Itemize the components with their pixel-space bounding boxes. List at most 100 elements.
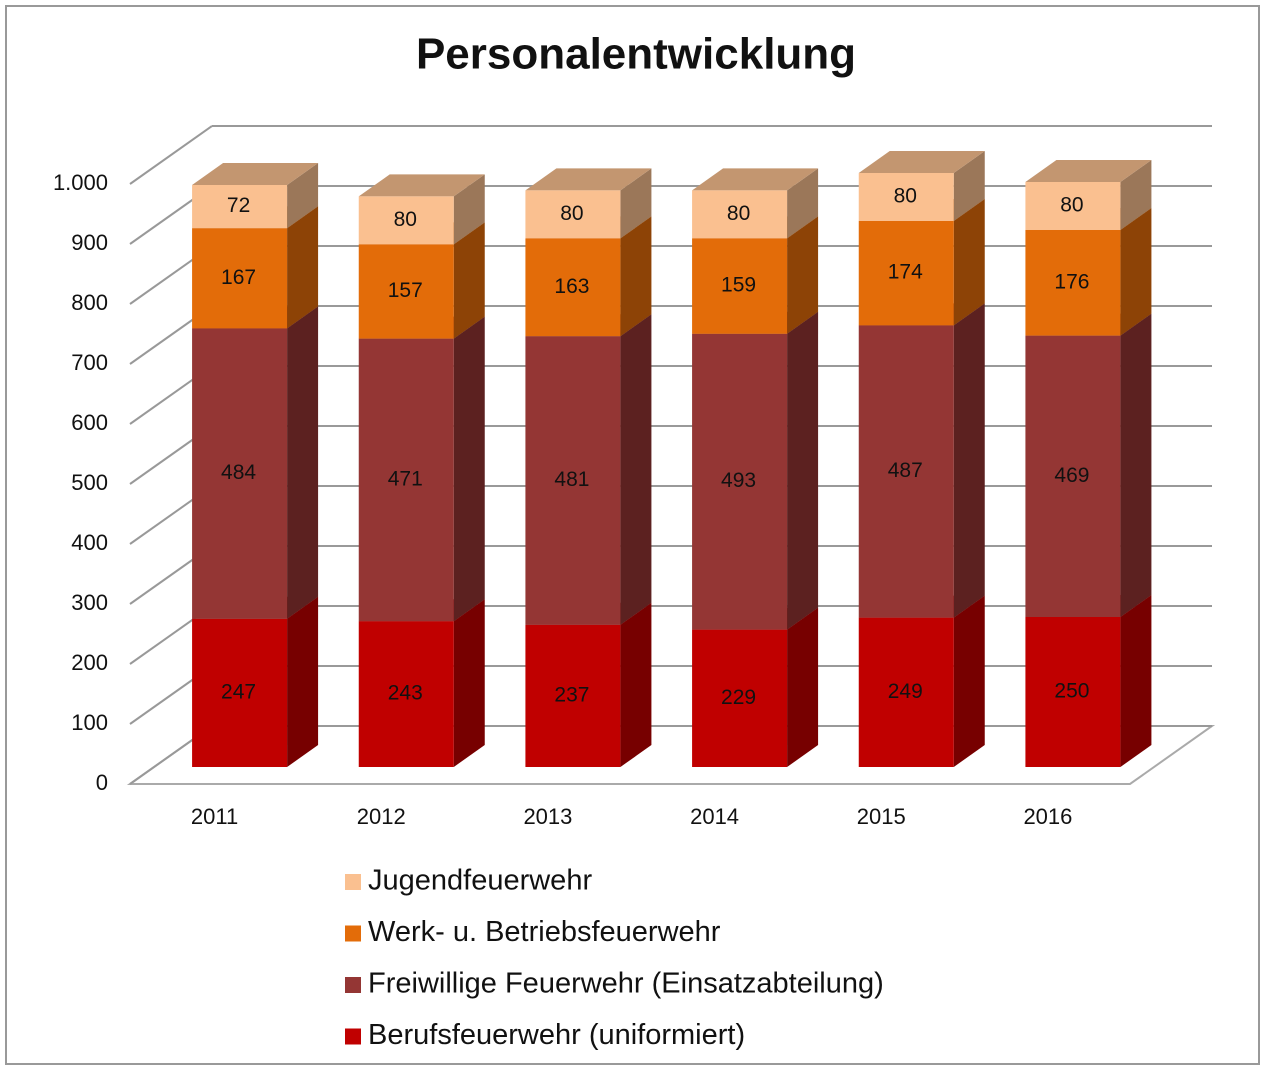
data-label: 243: [388, 682, 423, 705]
bar: [525, 336, 621, 625]
bar-side: [453, 316, 485, 622]
bar: [525, 238, 621, 337]
bar-side: [453, 599, 485, 767]
y-tick-label: 1.000: [53, 170, 108, 195]
bar-side: [453, 174, 485, 245]
y-tick-label: 700: [71, 350, 108, 375]
bar: [1025, 335, 1121, 617]
data-label: 80: [560, 202, 583, 225]
bar-side: [1120, 595, 1152, 767]
bar-side: [787, 168, 819, 239]
data-label: 80: [394, 208, 417, 231]
bar: [1025, 182, 1121, 230]
bar: [192, 228, 288, 329]
bar-side: [1120, 313, 1152, 617]
data-label: 159: [721, 274, 756, 297]
bar: [192, 618, 288, 767]
bar-side: [287, 206, 319, 329]
x-tick-label: 2015: [857, 804, 906, 829]
legend-label: Werk- u. Betriebsfeuerwehr: [368, 916, 721, 948]
data-label: 163: [554, 275, 589, 298]
bar-top: [358, 174, 485, 197]
legend-swatch: [345, 925, 361, 942]
legend-label: Berufsfeuerwehr (uniformiert): [368, 1019, 745, 1051]
y-tick-label: 0: [96, 770, 108, 795]
y-tick-label: 200: [71, 650, 108, 675]
bar-side: [787, 216, 819, 334]
bar-side: [620, 602, 652, 767]
data-label: 176: [1054, 270, 1089, 293]
bar-side: [1120, 160, 1152, 230]
data-label: 80: [1060, 194, 1083, 217]
bar: [1025, 230, 1121, 336]
y-tick-label: 600: [71, 410, 108, 435]
data-label: 481: [554, 468, 589, 491]
bar-side: [953, 199, 985, 326]
x-tick-label: 2011: [191, 804, 238, 829]
bar: [858, 325, 954, 618]
legend-label: Jugendfeuerwehr: [368, 865, 592, 897]
legend-swatch: [345, 1028, 361, 1045]
data-label: 174: [888, 261, 923, 284]
bar: [858, 221, 954, 326]
bar: [858, 617, 954, 767]
grid-line: [129, 125, 213, 185]
bar: [358, 196, 454, 245]
bar-side: [953, 151, 985, 221]
legend-swatch: [345, 977, 361, 993]
data-label: 471: [388, 467, 423, 490]
bar: [358, 338, 454, 622]
y-tick-label: 300: [71, 590, 108, 615]
data-label: 80: [894, 185, 917, 208]
data-label: 484: [221, 461, 256, 484]
bar-top: [192, 163, 319, 185]
bar: [525, 190, 621, 239]
bar-side: [787, 311, 819, 630]
bar-side: [620, 216, 652, 337]
data-label: 167: [221, 266, 256, 289]
y-tick-label: 100: [71, 710, 108, 735]
bar: [358, 621, 454, 767]
bar: [192, 185, 288, 229]
bar-side: [787, 607, 819, 767]
bar: [358, 244, 454, 339]
bar-side: [1120, 208, 1152, 336]
bar: [858, 173, 954, 221]
bar-side: [953, 595, 985, 767]
data-label: 487: [888, 459, 923, 482]
bar-side: [953, 303, 985, 618]
bar-side: [620, 314, 652, 625]
data-label: 80: [727, 202, 750, 225]
bar: [692, 629, 788, 767]
bar-top: [858, 151, 985, 173]
data-label: 250: [1054, 680, 1089, 703]
bar-top: [525, 168, 652, 191]
data-label: 157: [388, 279, 423, 302]
data-label: 247: [221, 680, 256, 703]
bar: [1025, 617, 1121, 767]
bar-top: [692, 168, 819, 191]
x-tick-label: 2014: [690, 804, 739, 829]
data-label: 237: [554, 683, 589, 706]
x-tick-label: 2012: [357, 804, 406, 829]
y-tick-label: 400: [71, 530, 108, 555]
bar-side: [453, 222, 485, 339]
bar-top: [1025, 160, 1152, 182]
data-label: 469: [1054, 464, 1089, 487]
bar: [692, 238, 788, 334]
data-label: 249: [888, 680, 923, 703]
legend-label: Freiwillige Feuerwehr (Einsatzabteilung): [368, 968, 884, 1000]
y-tick-label: 800: [71, 290, 108, 315]
data-label: 72: [227, 194, 250, 217]
bar: [692, 190, 788, 239]
x-tick-label: 2016: [1023, 804, 1072, 829]
chart-title: Personalentwicklung: [416, 30, 856, 79]
legend-swatch: [345, 874, 361, 890]
data-label: 493: [721, 469, 756, 492]
bar-side: [287, 163, 319, 229]
bar: [192, 328, 288, 619]
y-tick-label: 900: [71, 230, 108, 255]
data-label: 229: [721, 686, 756, 709]
bar-side: [287, 306, 319, 619]
